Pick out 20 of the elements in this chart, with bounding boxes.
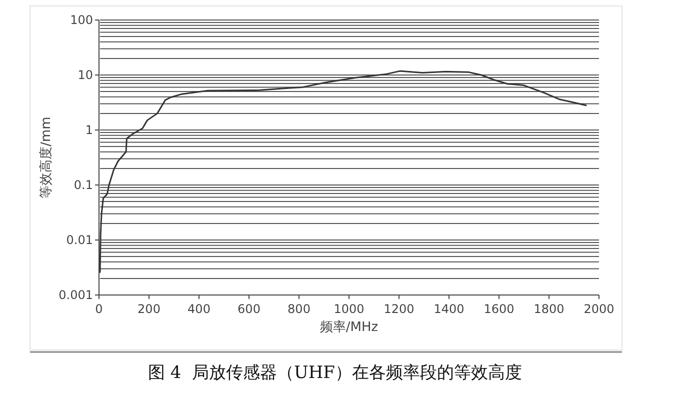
- caption: 图 4 局放传感器（UHF）在各频率段的等效高度: [148, 363, 522, 383]
- x-tick-label: 2000: [584, 302, 614, 316]
- y-tick-label: 0.1: [74, 178, 93, 192]
- x-tick-label: 800: [288, 302, 310, 316]
- y-tick-label: 0.01: [66, 233, 93, 247]
- y-tick-label: 100: [70, 13, 93, 27]
- x-tick-label: 1400: [434, 302, 464, 316]
- y-tick-label: 0.001: [58, 288, 93, 302]
- x-tick-label: 0: [95, 302, 103, 316]
- y-tick-label: 10: [78, 68, 93, 82]
- x-tick-label: 400: [188, 302, 210, 316]
- x-tick-label: 1200: [384, 302, 414, 316]
- y-axis-title: 等效高度/mm: [38, 116, 54, 198]
- x-tick-label: 1800: [534, 302, 564, 316]
- x-axis-title: 频率/MHz: [320, 319, 378, 335]
- x-tick-label: 200: [138, 302, 160, 316]
- x-tick-label: 1600: [484, 302, 514, 316]
- x-tick-label: 600: [238, 302, 260, 316]
- x-tick-label: 1000: [334, 302, 364, 316]
- y-tick-label: 1: [85, 123, 93, 137]
